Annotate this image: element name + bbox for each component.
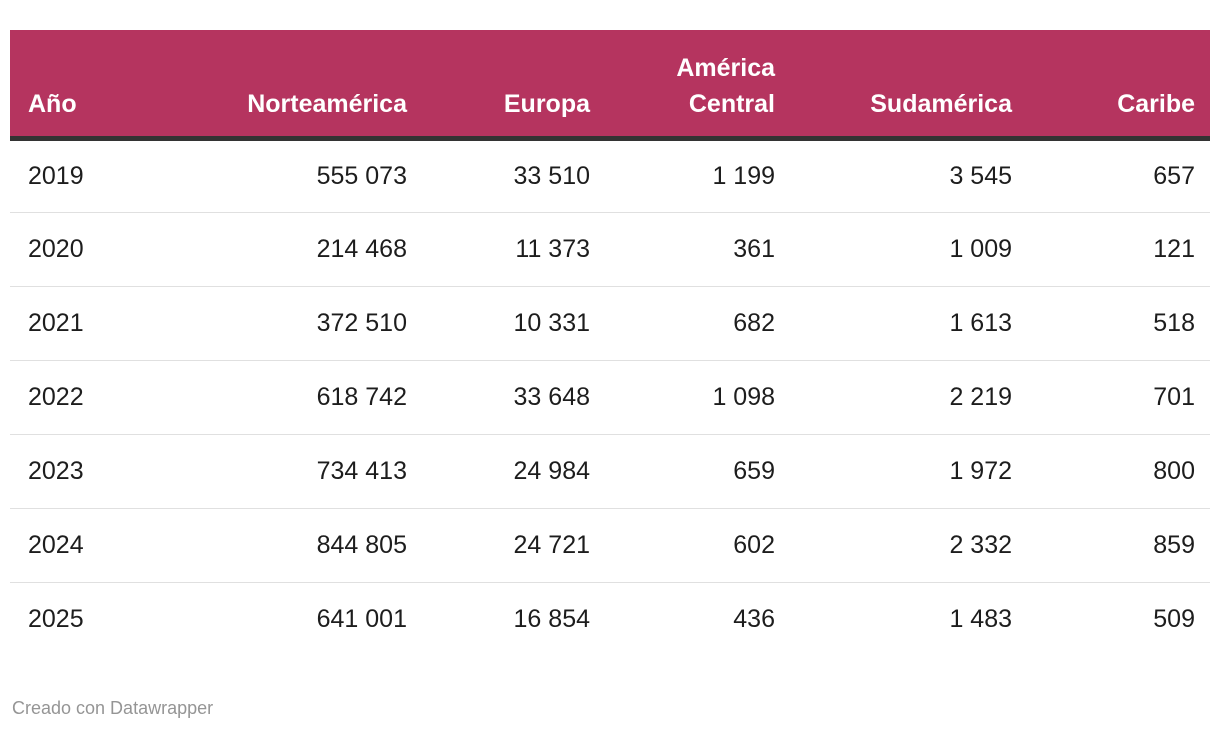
value-cell: 1 972 [790, 433, 1027, 508]
year-cell: 2024 [10, 507, 190, 582]
year-cell: 2021 [10, 285, 190, 360]
value-cell: 1 199 [605, 138, 790, 212]
table-row-2019: 2019 555 073 33 510 1 199 3 545 657 [10, 138, 1210, 212]
value-cell: 1 483 [790, 581, 1027, 656]
value-cell: 509 [1027, 581, 1210, 656]
value-cell: 16 854 [422, 581, 605, 656]
table-row-2021: 2021 372 510 10 331 682 1 613 518 [10, 285, 1210, 360]
value-cell: 361 [605, 211, 790, 286]
table-row-2020: 2020 214 468 11 373 361 1 009 121 [10, 211, 1210, 286]
value-cell: 10 331 [422, 285, 605, 360]
value-cell: 1 098 [605, 359, 790, 434]
value-cell: 641 001 [190, 581, 422, 656]
year-cell: 2019 [10, 138, 190, 212]
value-cell: 2 219 [790, 359, 1027, 434]
chart-footer: Creado con Datawrapper [12, 697, 1210, 719]
table-header: Año Norteamérica Europa América Central … [10, 30, 1210, 141]
value-cell: 24 721 [422, 507, 605, 582]
value-cell: 24 984 [422, 433, 605, 508]
table-row-2023: 2023 734 413 24 984 659 1 972 800 [10, 433, 1210, 508]
value-cell: 555 073 [190, 138, 422, 212]
column-header-ano: Año [10, 30, 190, 141]
column-header-caribe: Caribe [1027, 30, 1210, 141]
table-body: 2019 555 073 33 510 1 199 3 545 657 2020… [10, 138, 1210, 656]
value-cell: 372 510 [190, 285, 422, 360]
value-cell: 33 510 [422, 138, 605, 212]
year-cell: 2020 [10, 211, 190, 286]
value-cell: 701 [1027, 359, 1210, 434]
data-table: Año Norteamérica Europa América Central … [10, 30, 1210, 656]
table-row-2024: 2024 844 805 24 721 602 2 332 859 [10, 507, 1210, 582]
value-cell: 2 332 [790, 507, 1027, 582]
value-cell: 844 805 [190, 507, 422, 582]
value-cell: 436 [605, 581, 790, 656]
value-cell: 1 613 [790, 285, 1027, 360]
year-cell: 2023 [10, 433, 190, 508]
value-cell: 682 [605, 285, 790, 360]
column-header-sudamerica: Sudamérica [790, 30, 1027, 141]
column-header-norteamerica: Norteamérica [190, 30, 422, 141]
value-cell: 33 648 [422, 359, 605, 434]
value-cell: 657 [1027, 138, 1210, 212]
value-cell: 121 [1027, 211, 1210, 286]
value-cell: 11 373 [422, 211, 605, 286]
value-cell: 800 [1027, 433, 1210, 508]
value-cell: 859 [1027, 507, 1210, 582]
table-row-2022: 2022 618 742 33 648 1 098 2 219 701 [10, 359, 1210, 434]
value-cell: 734 413 [190, 433, 422, 508]
value-cell: 1 009 [790, 211, 1027, 286]
table-row-2025: 2025 641 001 16 854 436 1 483 509 [10, 581, 1210, 656]
datawrapper-attribution-link[interactable]: Creado con Datawrapper [12, 698, 214, 718]
value-cell: 518 [1027, 285, 1210, 360]
column-header-america-central: América Central [605, 30, 790, 141]
column-header-europa: Europa [422, 30, 605, 141]
value-cell: 214 468 [190, 211, 422, 286]
value-cell: 659 [605, 433, 790, 508]
header-row: Año Norteamérica Europa América Central … [10, 30, 1210, 141]
value-cell: 618 742 [190, 359, 422, 434]
year-cell: 2025 [10, 581, 190, 656]
value-cell: 3 545 [790, 138, 1027, 212]
year-cell: 2022 [10, 359, 190, 434]
value-cell: 602 [605, 507, 790, 582]
